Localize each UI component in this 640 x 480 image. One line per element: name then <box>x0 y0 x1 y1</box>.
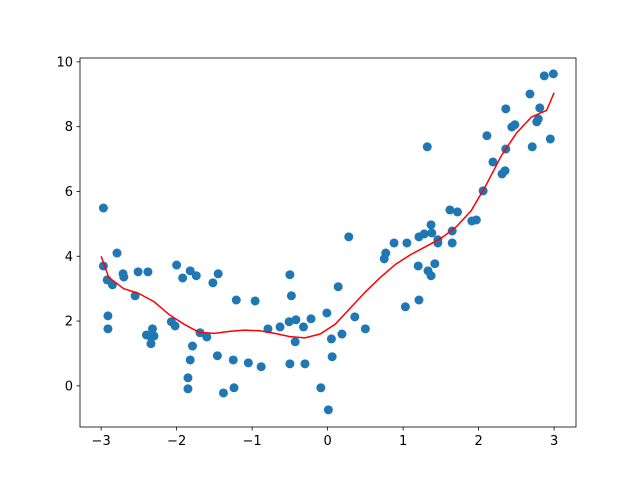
point <box>98 203 108 213</box>
point <box>525 89 535 99</box>
point <box>149 331 159 341</box>
x-tick-label: −2 <box>167 434 186 449</box>
point <box>250 296 260 306</box>
point <box>290 337 300 347</box>
point <box>452 207 462 217</box>
point <box>539 71 549 81</box>
y-tick-label: 2 <box>65 315 73 330</box>
point <box>316 383 326 393</box>
point <box>350 312 360 322</box>
point <box>381 248 391 258</box>
x-tick-label: 1 <box>399 434 407 449</box>
point <box>471 215 481 225</box>
point <box>426 271 436 281</box>
point <box>185 266 195 276</box>
point <box>322 308 332 318</box>
fit-line <box>100 92 555 339</box>
point <box>284 317 294 327</box>
point <box>170 321 180 331</box>
point <box>419 229 429 239</box>
point <box>500 166 510 176</box>
point <box>143 267 153 277</box>
x-tick-label: −1 <box>243 434 262 449</box>
y-tick-label: 6 <box>65 185 73 200</box>
point <box>427 228 437 238</box>
point <box>275 322 285 332</box>
point <box>488 157 498 167</box>
point <box>185 355 195 365</box>
point <box>545 134 555 144</box>
point <box>231 295 241 305</box>
point <box>291 315 301 325</box>
point <box>208 278 218 288</box>
point <box>191 271 201 281</box>
y-tick-label: 10 <box>56 55 73 70</box>
point <box>103 311 113 321</box>
x-tick-label: 2 <box>474 434 482 449</box>
point <box>243 358 253 368</box>
point <box>213 269 223 279</box>
point <box>482 131 492 141</box>
point <box>327 352 337 362</box>
y-tick-label: 0 <box>65 379 73 394</box>
point <box>333 282 343 292</box>
point <box>146 339 156 349</box>
point <box>285 270 295 280</box>
point <box>501 104 511 114</box>
point <box>298 322 308 332</box>
point <box>527 142 537 152</box>
x-tick-label: −3 <box>92 434 111 449</box>
point <box>103 324 113 334</box>
point <box>112 248 122 258</box>
point <box>183 384 193 394</box>
point <box>430 259 440 269</box>
point <box>445 205 455 215</box>
point <box>326 334 336 344</box>
point <box>344 232 354 242</box>
point <box>300 359 310 369</box>
point <box>218 388 228 398</box>
point <box>285 359 295 369</box>
point <box>510 120 520 130</box>
point <box>202 332 212 342</box>
point <box>422 142 432 152</box>
point <box>286 291 296 301</box>
y-tick-label: 4 <box>65 250 73 265</box>
point <box>400 302 410 312</box>
point <box>133 267 143 277</box>
y-tick-label: 8 <box>65 120 73 135</box>
point <box>183 373 193 383</box>
point <box>447 238 457 248</box>
x-tick-label: 3 <box>550 434 558 449</box>
point <box>402 238 412 248</box>
point <box>548 69 558 79</box>
point <box>323 405 333 415</box>
point <box>187 341 197 351</box>
point <box>306 314 316 324</box>
point <box>426 220 436 230</box>
x-tick-label: 0 <box>323 434 331 449</box>
point <box>119 272 129 282</box>
point <box>414 295 424 305</box>
point <box>178 273 188 283</box>
point <box>256 362 266 372</box>
axes-frame <box>79 57 577 428</box>
point <box>172 260 182 270</box>
point <box>337 329 347 339</box>
point <box>229 383 239 393</box>
point <box>389 238 399 248</box>
point <box>535 103 545 113</box>
point <box>413 261 423 271</box>
point <box>533 114 543 124</box>
point <box>228 355 238 365</box>
point <box>360 324 370 334</box>
point <box>212 351 222 361</box>
point <box>147 324 157 334</box>
